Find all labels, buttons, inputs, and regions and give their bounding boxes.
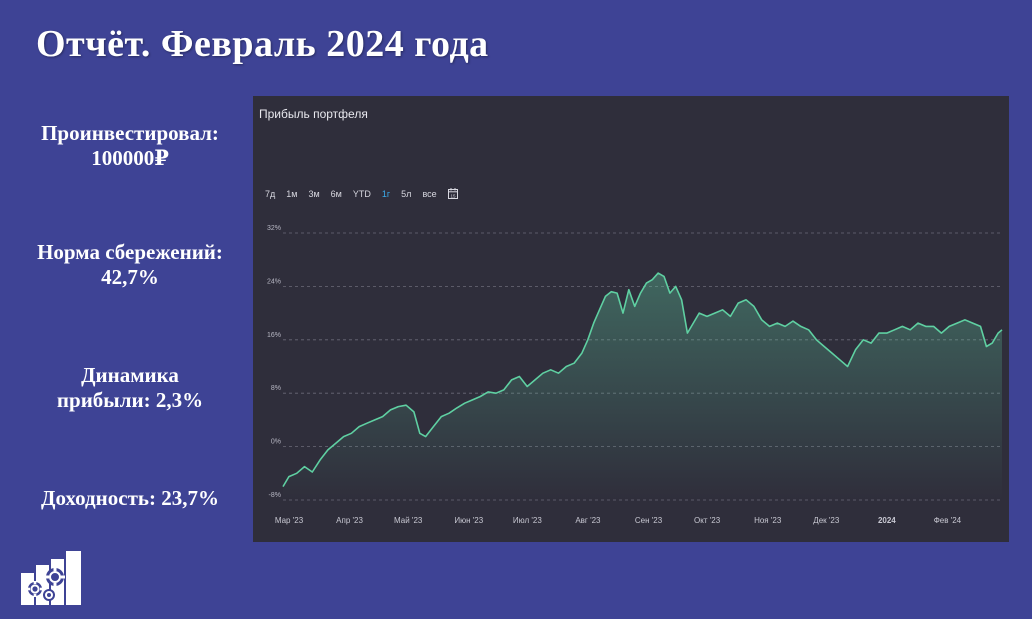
profit-series-line	[282, 272, 1003, 488]
x-tick-label: Ноя '23	[754, 516, 782, 525]
range-all-button[interactable]: все	[422, 189, 437, 199]
x-tick-label: Окт '23	[694, 516, 721, 525]
y-tick-label: 24%	[267, 278, 281, 285]
profit-area	[283, 273, 1002, 500]
y-tick-label: 0%	[271, 439, 281, 446]
y-tick-label: 16%	[267, 332, 281, 339]
x-tick-label: Июл '23	[513, 516, 542, 525]
x-tick-label: Мар '23	[275, 516, 304, 525]
range-selector: 7д 1м 3м 6м YTD 1г 5л все 15	[265, 188, 458, 203]
logo-icon	[21, 551, 81, 605]
range-1m-button[interactable]: 1м	[286, 189, 298, 199]
savings-rate-label: Норма сбережений:	[37, 240, 223, 264]
profit-dynamics-stat: Динамика прибыли: 2,3%	[0, 363, 260, 413]
x-tick-label: Авг '23	[575, 516, 601, 525]
range-6m-button[interactable]: 6м	[330, 189, 342, 199]
invested-stat: Проинвестировал: 100000₽	[0, 121, 260, 171]
yield-label: Доходность: 23,7%	[41, 486, 219, 510]
x-tick-label: Май '23	[394, 516, 423, 525]
savings-rate-stat: Норма сбережений: 42,7%	[0, 240, 260, 290]
x-tick-label: Июн '23	[454, 516, 483, 525]
x-tick-label: Сен '23	[635, 516, 663, 525]
x-tick-label: Фев '24	[934, 516, 962, 525]
x-tick-label: 2024	[878, 516, 896, 525]
y-tick-label: -8%	[269, 492, 281, 499]
x-tick-label: Апр '23	[336, 516, 363, 525]
svg-text:15: 15	[450, 193, 456, 198]
range-3m-button[interactable]: 3м	[308, 189, 320, 199]
page-title: Отчёт. Февраль 2024 года	[36, 23, 489, 65]
range-1y-button[interactable]: 1г	[381, 189, 391, 199]
calendar-icon[interactable]: 15	[447, 188, 458, 199]
invested-value: 100000₽	[91, 146, 169, 170]
profit-dynamics-label: Динамика	[81, 363, 179, 387]
invested-label: Проинвестировал:	[41, 121, 219, 145]
range-ytd-button[interactable]: YTD	[352, 189, 371, 199]
x-tick-label: Дек '23	[813, 516, 840, 525]
profit-chart: -8% 0% 8% 16% 24% 32% Мар '23 Апр '23 Май '23 Июн…	[267, 225, 1003, 525]
savings-rate-value: 42,7%	[101, 265, 159, 289]
portfolio-profit-panel: -8% 0% 8% 16% 24% 32% Мар '23 Апр '23 Май '23 Июн…	[253, 96, 1009, 542]
yield-stat: Доходность: 23,7%	[0, 486, 260, 511]
chart-title: Прибыль портфеля	[259, 107, 368, 121]
y-tick-label: 8%	[271, 385, 281, 392]
range-7d-button[interactable]: 7д	[265, 189, 276, 199]
y-tick-label: 32%	[267, 225, 281, 232]
range-5y-button[interactable]: 5л	[401, 189, 412, 199]
profit-dynamics-value: прибыли: 2,3%	[56, 388, 204, 412]
